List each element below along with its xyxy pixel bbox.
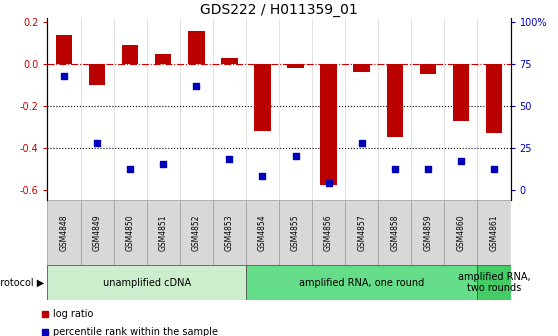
Text: amplified RNA, one round: amplified RNA, one round bbox=[299, 278, 424, 288]
Bar bbox=[453, 64, 469, 121]
Bar bbox=[246, 200, 279, 265]
Bar bbox=[122, 45, 138, 64]
Bar bbox=[420, 64, 436, 75]
Point bbox=[258, 173, 267, 179]
Bar bbox=[320, 64, 337, 185]
Bar bbox=[254, 64, 271, 131]
Bar bbox=[47, 200, 80, 265]
Bar bbox=[353, 64, 370, 72]
Text: GSM4856: GSM4856 bbox=[324, 214, 333, 251]
Point bbox=[390, 167, 399, 172]
Text: GSM4857: GSM4857 bbox=[357, 214, 366, 251]
Point bbox=[424, 167, 432, 172]
Bar bbox=[279, 200, 312, 265]
Bar bbox=[246, 265, 478, 300]
Bar bbox=[478, 200, 511, 265]
Text: GSM4855: GSM4855 bbox=[291, 214, 300, 251]
Bar bbox=[345, 200, 378, 265]
Bar bbox=[114, 200, 147, 265]
Text: GSM4861: GSM4861 bbox=[489, 214, 498, 251]
Point bbox=[291, 153, 300, 159]
Text: GSM4849: GSM4849 bbox=[93, 214, 102, 251]
Bar bbox=[213, 200, 246, 265]
Point bbox=[60, 73, 69, 78]
Bar bbox=[180, 200, 213, 265]
Text: GSM4853: GSM4853 bbox=[225, 214, 234, 251]
Text: GSM4859: GSM4859 bbox=[424, 214, 432, 251]
Text: GSM4854: GSM4854 bbox=[258, 214, 267, 251]
Title: GDS222 / H011359_01: GDS222 / H011359_01 bbox=[200, 3, 358, 17]
Point bbox=[324, 180, 333, 185]
Bar bbox=[155, 53, 171, 64]
Bar bbox=[287, 64, 304, 68]
Text: GSM4851: GSM4851 bbox=[158, 214, 168, 251]
Bar bbox=[478, 265, 511, 300]
Point bbox=[126, 167, 134, 172]
Bar bbox=[312, 200, 345, 265]
Text: unamplified cDNA: unamplified cDNA bbox=[103, 278, 191, 288]
Text: GSM4850: GSM4850 bbox=[126, 214, 134, 251]
Bar bbox=[47, 265, 246, 300]
Point bbox=[225, 157, 234, 162]
Bar bbox=[188, 31, 205, 64]
Point bbox=[489, 167, 498, 172]
Bar bbox=[89, 64, 105, 85]
Text: log ratio: log ratio bbox=[53, 309, 93, 320]
Text: amplified RNA,
two rounds: amplified RNA, two rounds bbox=[458, 272, 530, 293]
Bar bbox=[411, 200, 444, 265]
Bar bbox=[486, 64, 502, 133]
Text: percentile rank within the sample: percentile rank within the sample bbox=[53, 327, 218, 336]
Bar bbox=[221, 58, 238, 64]
Text: GSM4848: GSM4848 bbox=[60, 214, 69, 251]
Point bbox=[456, 158, 465, 164]
Bar bbox=[387, 64, 403, 137]
Text: GSM4858: GSM4858 bbox=[390, 214, 400, 251]
Bar bbox=[378, 200, 411, 265]
Point bbox=[192, 83, 201, 88]
Point bbox=[93, 140, 102, 145]
Bar bbox=[147, 200, 180, 265]
Text: GSM4852: GSM4852 bbox=[192, 214, 201, 251]
Bar bbox=[80, 200, 114, 265]
Bar bbox=[444, 200, 478, 265]
Point bbox=[357, 140, 366, 145]
Text: GSM4860: GSM4860 bbox=[456, 214, 465, 251]
Text: protocol ▶: protocol ▶ bbox=[0, 278, 45, 288]
Point bbox=[158, 162, 167, 167]
Bar bbox=[56, 35, 72, 64]
